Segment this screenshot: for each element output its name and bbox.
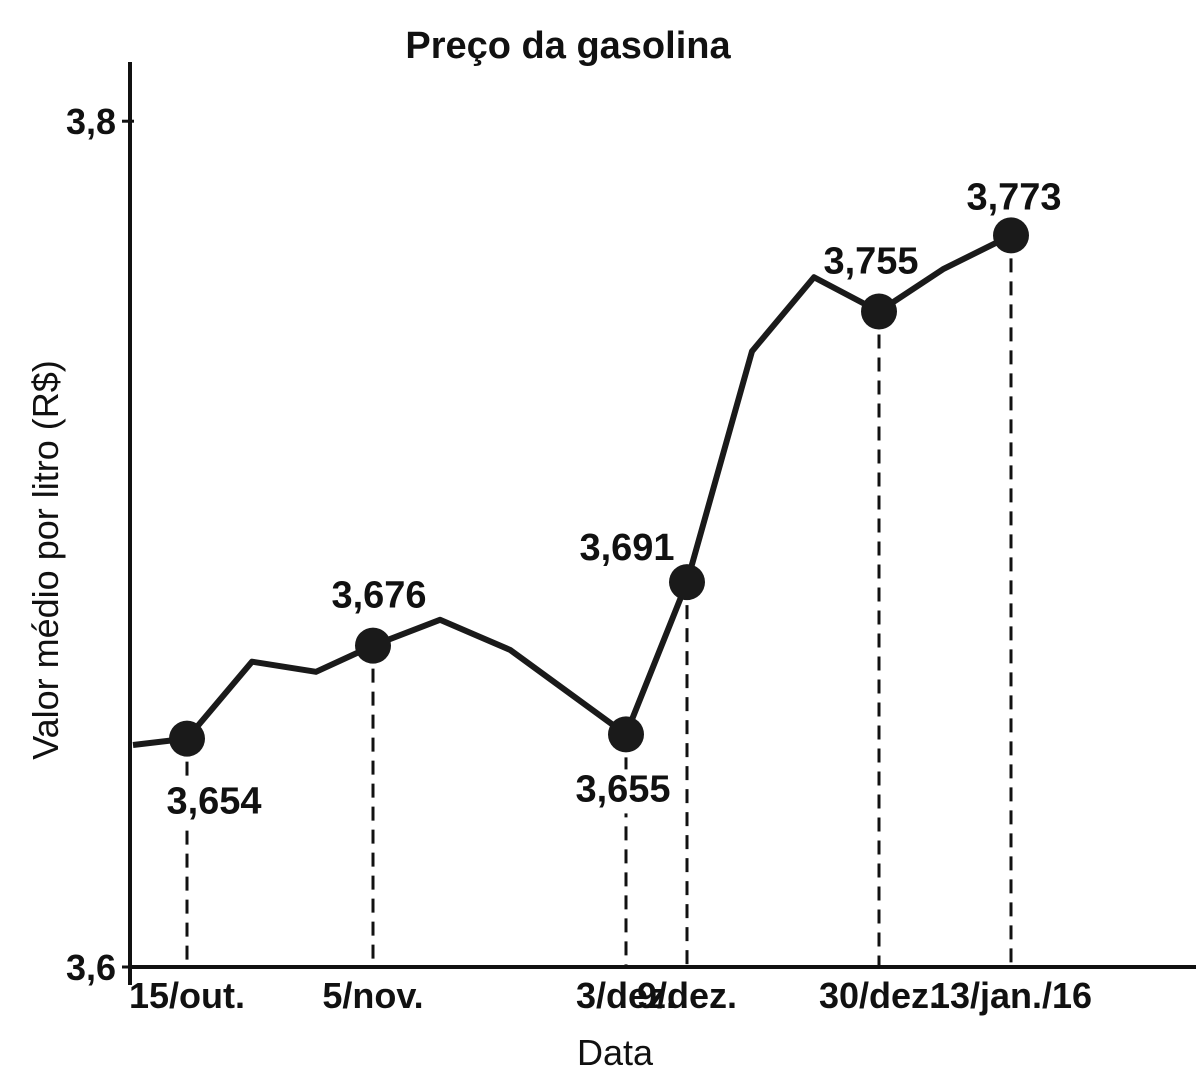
value-label: 3,654 <box>166 781 261 823</box>
x-tick-label: 5/nov. <box>322 975 423 1016</box>
point <box>669 564 705 601</box>
y-tick-label: 3,8 <box>66 101 116 142</box>
value-label: 3,655 <box>575 768 670 810</box>
value-label: 3,755 <box>823 241 918 283</box>
value-label: 3,676 <box>331 575 426 617</box>
x-tick-label: 13/jan./16 <box>930 975 1092 1016</box>
y-tick-label: 3,6 <box>66 947 116 988</box>
label-bg <box>156 781 272 826</box>
point <box>861 293 897 330</box>
x-tick-label: 9/dez. <box>637 975 737 1016</box>
point <box>608 716 644 753</box>
x-tick-label: 3/dez. <box>576 975 676 1016</box>
point <box>169 720 205 757</box>
point <box>993 217 1029 254</box>
x-tick-label: 30/dez. <box>819 975 939 1016</box>
y-axis-label: Valor médio por litro (R$) <box>25 360 66 759</box>
value-label: 3,691 <box>579 527 674 569</box>
label-bg <box>565 769 681 814</box>
value-label: 3,773 <box>966 176 1061 218</box>
chart-title: Preço da gasolina <box>405 25 731 67</box>
point <box>355 627 391 664</box>
x-tick-label: 15/out. <box>129 975 245 1016</box>
x-axis-label: Data <box>577 1032 654 1073</box>
